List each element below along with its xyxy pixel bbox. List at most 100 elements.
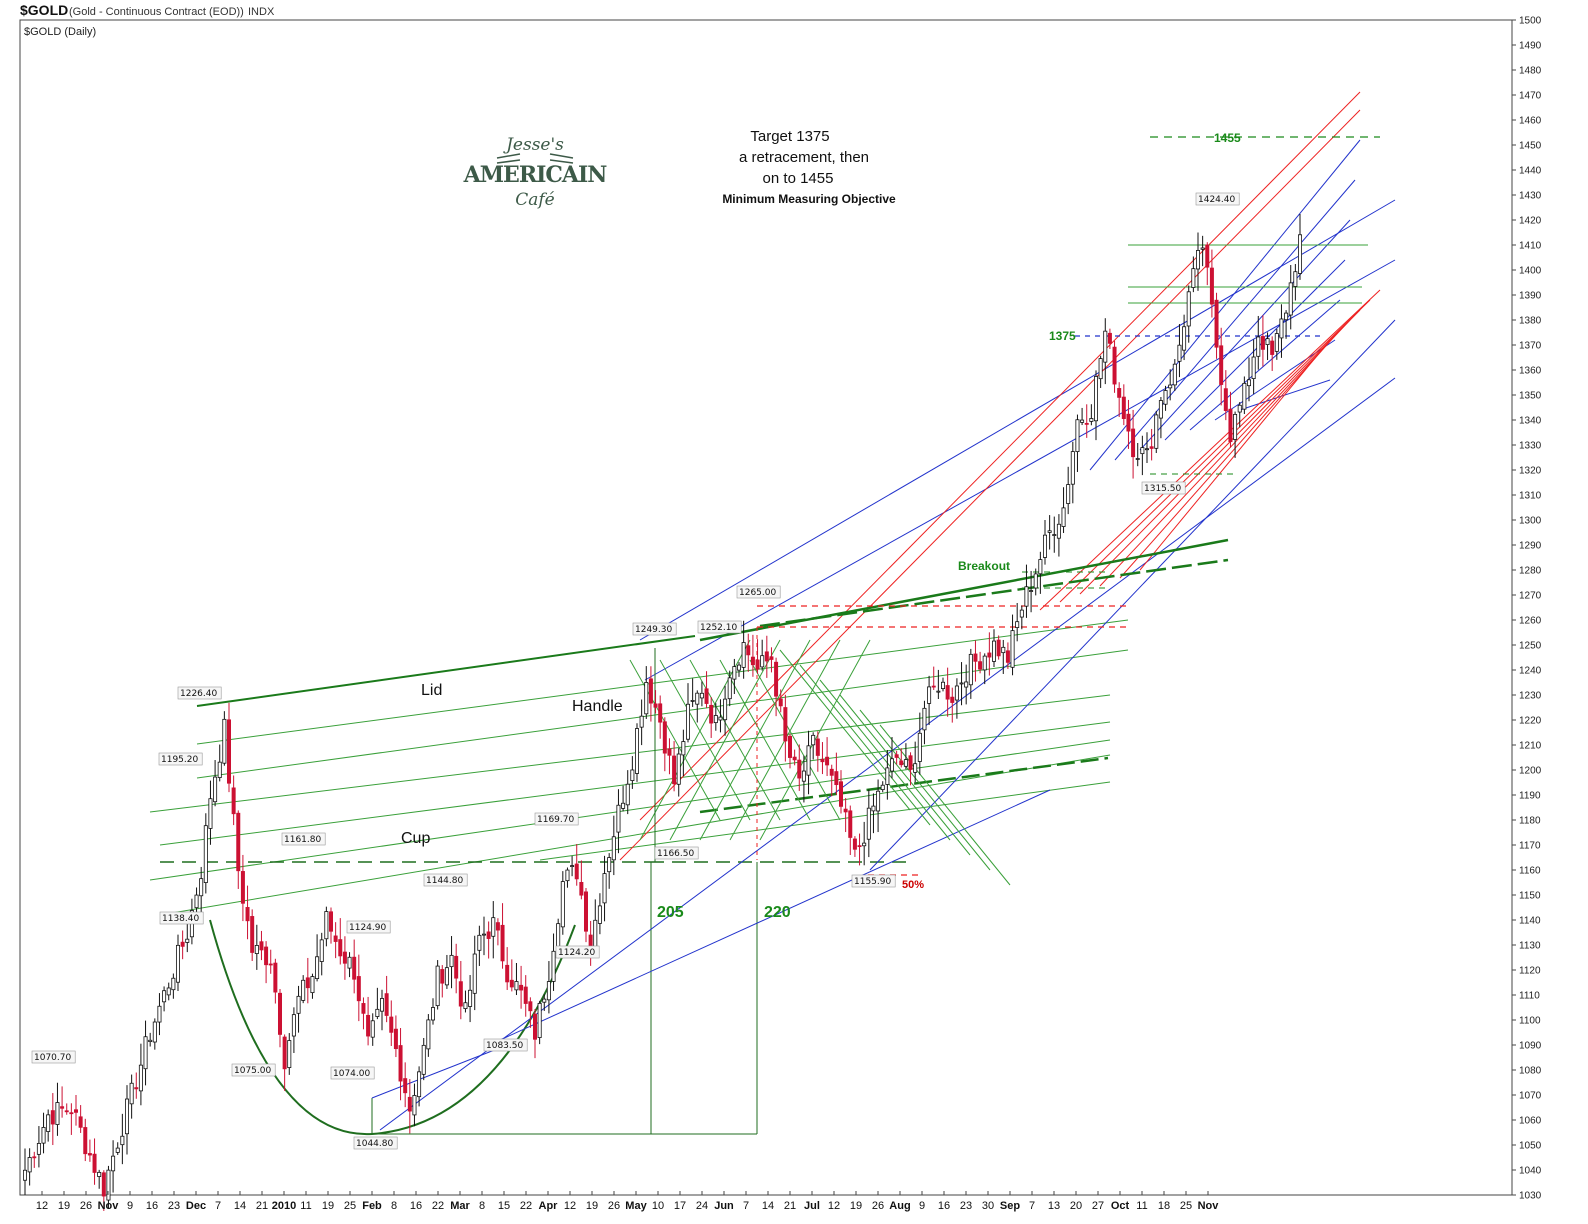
candle-body: [936, 690, 941, 693]
candle-body: [1168, 384, 1173, 389]
candle-body: [180, 941, 185, 947]
price-label: 1074.00: [333, 1069, 370, 1079]
y-tick-label: 1140: [1519, 916, 1541, 927]
candle-body: [83, 1127, 88, 1155]
candle-layer: [22, 213, 1303, 1211]
x-tick-label: 26: [608, 1200, 620, 1212]
x-tick-label: 19: [586, 1200, 598, 1212]
y-tick-label: 1080: [1519, 1066, 1542, 1077]
candle-body: [46, 1114, 51, 1132]
red-line: [639, 91, 1361, 821]
candle-body: [1145, 448, 1150, 451]
candle-body: [491, 917, 496, 937]
candle-body: [60, 1106, 65, 1109]
candle-body: [472, 953, 477, 994]
x-tick-label: 19: [58, 1200, 70, 1212]
candle-body: [723, 698, 728, 721]
candle-body: [240, 871, 245, 904]
level-1375-label: 1375: [1049, 329, 1076, 343]
candle-body: [217, 761, 222, 778]
x-tick-label: 12: [564, 1200, 576, 1212]
candle-body: [542, 998, 547, 1003]
x-tick-label: 16: [410, 1200, 422, 1212]
price-label: 1315.50: [1144, 484, 1181, 494]
candle-body: [690, 700, 695, 702]
y-tick-label: 1370: [1519, 341, 1542, 352]
y-tick-label: 1240: [1519, 666, 1542, 677]
candle-body: [505, 964, 510, 983]
candle-body: [1135, 458, 1140, 460]
x-tick-label: 22: [432, 1200, 444, 1212]
candle-body: [148, 1039, 153, 1042]
x-tick-label: 16: [146, 1200, 158, 1212]
candle-body: [454, 955, 459, 979]
candle-body: [301, 979, 306, 1001]
candle-body: [440, 969, 445, 984]
candle-body: [458, 981, 463, 1007]
candle-body: [231, 787, 236, 815]
target-line3: on to 1455: [763, 170, 834, 187]
candle-body: [950, 696, 955, 703]
candle-body: [236, 812, 241, 872]
candle-body: [565, 869, 570, 882]
x-tick-label: 8: [479, 1200, 485, 1212]
logo: Jesse's AMERICAIN Café: [463, 135, 609, 210]
candle-body: [417, 1071, 422, 1098]
candle-body: [1047, 530, 1052, 533]
candle-body: [945, 685, 950, 700]
blue-line: [644, 259, 1396, 681]
candle-body: [750, 656, 755, 666]
y-tick-label: 1350: [1519, 391, 1542, 402]
y-tick-label: 1340: [1519, 416, 1542, 427]
price-label: 1070.70: [34, 1053, 71, 1063]
level-1455-label: 1455: [1214, 131, 1241, 145]
fan-line: [149, 739, 1111, 881]
candle-body: [481, 933, 486, 936]
handle-label: Handle: [572, 698, 623, 715]
candle-body: [968, 653, 973, 686]
candle-body: [686, 703, 691, 740]
candle-body: [125, 1098, 130, 1135]
candle-body: [393, 1028, 398, 1050]
candle-body: [514, 981, 519, 991]
candle-body: [1242, 382, 1247, 410]
candle-body: [342, 951, 347, 964]
y-tick-label: 1090: [1519, 1041, 1542, 1052]
y-tick-label: 1310: [1519, 491, 1542, 502]
candle-body: [333, 935, 338, 942]
candle-body: [862, 842, 867, 847]
x-tick-label: 21: [784, 1200, 796, 1212]
candle-body: [1103, 330, 1108, 363]
candle-body: [648, 678, 653, 704]
x-tick-label: 9: [127, 1200, 133, 1212]
candle-body: [602, 873, 607, 904]
support-line: [699, 756, 1109, 814]
blue-channel: [1139, 219, 1351, 451]
x-tick-label: 14: [762, 1200, 774, 1212]
candle-body: [1200, 247, 1205, 250]
lid-label: Lid: [421, 682, 442, 699]
y-tick-label: 1410: [1519, 241, 1542, 252]
candle-body: [1107, 332, 1112, 344]
price-label-box: [534, 812, 579, 826]
candle-body: [27, 1157, 32, 1173]
candle-body: [1121, 396, 1126, 419]
series-label: $GOLD (Daily): [24, 26, 96, 38]
price-label-layer: 1070.70 1226.40 1195.20 1138.40 1075.00 1161.…: [31, 192, 1240, 1150]
x-tick-label: 12: [828, 1200, 840, 1212]
handle-hatch: [689, 659, 781, 821]
candle-body: [324, 911, 329, 940]
x-tick-label: 23: [168, 1200, 180, 1212]
candle-body: [1043, 534, 1048, 558]
candle-body: [134, 1087, 139, 1090]
candle-body: [50, 1110, 55, 1125]
candle-body: [732, 666, 737, 680]
candle-body: [477, 934, 482, 951]
price-label-box: [1195, 192, 1240, 206]
candle-body: [1279, 318, 1284, 339]
candle-body: [222, 718, 227, 764]
red-channel: [1099, 319, 1351, 587]
handle-hatch: [639, 639, 751, 841]
candle-body: [769, 656, 774, 660]
y-tick-label: 1230: [1519, 691, 1542, 702]
